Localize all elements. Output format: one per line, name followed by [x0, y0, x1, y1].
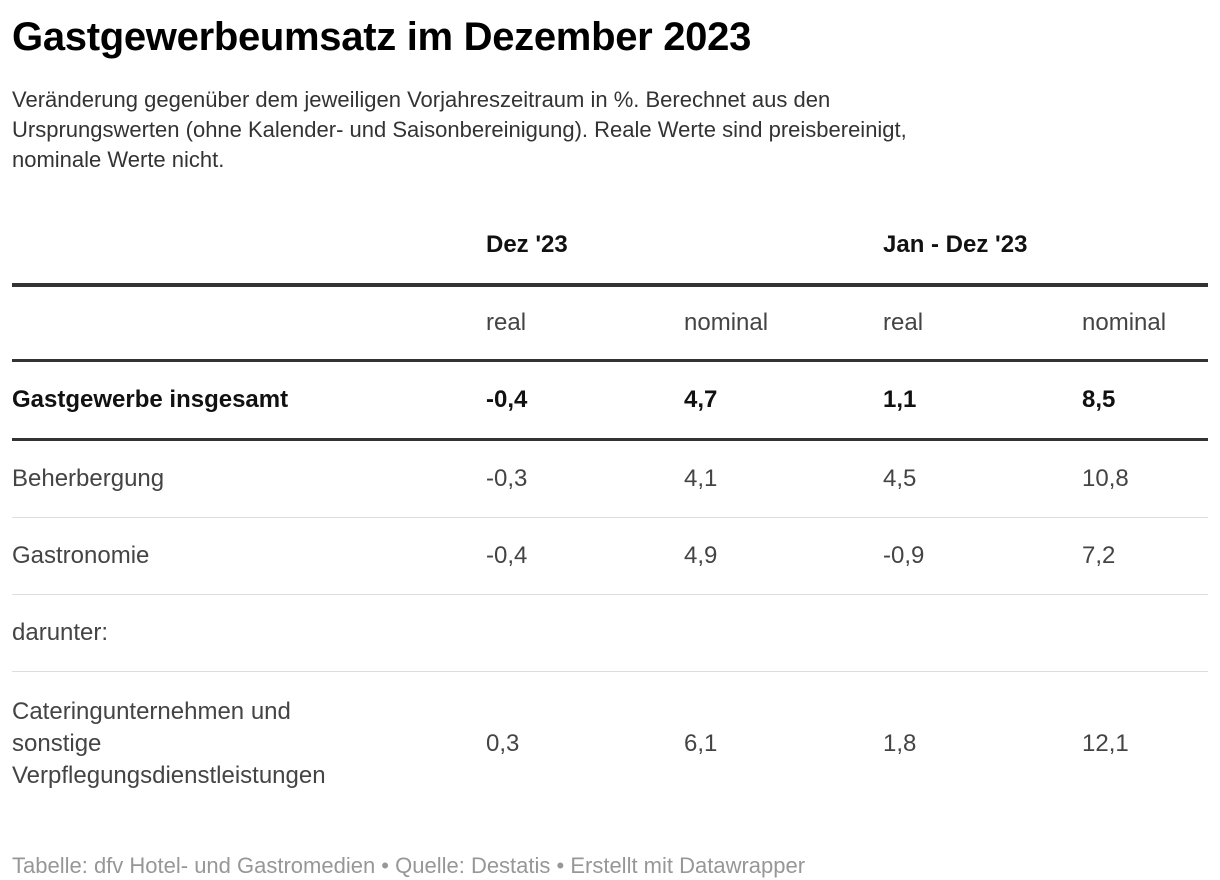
cell-value: -0,4: [486, 360, 684, 441]
cell-value: 1,8: [883, 730, 917, 757]
cell-value: 6,1: [684, 730, 718, 757]
column-group-dez23: Dez '23: [486, 217, 883, 287]
cell-value: 4,9: [684, 517, 883, 595]
row-label: Gastgewerbe insgesamt: [12, 360, 486, 441]
cell-empty: [883, 594, 1082, 672]
column-header-row: real nominal real nominal: [12, 285, 1208, 362]
column-header-nominal-dez: nominal: [684, 285, 883, 362]
data-table: Dez '23 Jan - Dez '23 real nominal real …: [12, 217, 1208, 816]
page-description: Veränderung gegenüber dem jeweiligen Vor…: [12, 85, 1208, 175]
cell-value: 4,5: [883, 439, 1082, 518]
row-label-text: Cateringunternehmen und sonstige Verpfle…: [12, 698, 326, 789]
table-row-beherbergung: Beherbergung -0,3 4,1 4,5 10,8: [12, 439, 1208, 518]
row-label: Cateringunternehmen und sonstige Verpfle…: [12, 672, 486, 817]
column-header-spacer: [12, 285, 486, 362]
column-header-real-dez: real: [486, 285, 684, 362]
cell-empty: [486, 594, 684, 672]
column-header-real-jandez: real: [883, 285, 1082, 362]
cell-value: -0,4: [486, 517, 684, 595]
cell-value: 8,5: [1082, 360, 1208, 441]
cell-value: 4,7: [684, 360, 883, 441]
column-group-jan-dez23: Jan - Dez '23: [883, 217, 1208, 287]
cell-value: 10,8: [1082, 439, 1208, 518]
attribution-footer: Tabelle: dfv Hotel- und Gastromedien • Q…: [12, 853, 806, 878]
page-title: Gastgewerbeumsatz im Dezember 2023: [12, 15, 752, 59]
row-label: Gastronomie: [12, 517, 486, 595]
description-line-1: Veränderung gegenüber dem jeweiligen Vor…: [12, 87, 831, 112]
table-row-gastgewerbe-insgesamt: Gastgewerbe insgesamt -0,4 4,7 1,1 8,5: [12, 360, 1208, 441]
cell-value: 4,1: [684, 439, 883, 518]
description-line-2: Ursprungswerten (ohne Kalender- und Sais…: [12, 117, 907, 142]
cell-value: -0,9: [883, 517, 1082, 595]
column-header-nominal-jandez: nominal: [1082, 285, 1208, 362]
table-row-catering: Cateringunternehmen und sonstige Verpfle…: [12, 672, 1208, 817]
cell-value: 1,1: [883, 360, 1082, 441]
cell-empty: [1082, 594, 1208, 672]
cell-empty: [684, 594, 883, 672]
cell-value: 7,2: [1082, 517, 1208, 595]
column-group-spacer: [12, 217, 486, 287]
column-group-row: Dez '23 Jan - Dez '23: [12, 217, 1208, 287]
row-label: Beherbergung: [12, 439, 486, 518]
table-row-gastronomie: Gastronomie -0,4 4,9 -0,9 7,2: [12, 517, 1208, 595]
cell-value: 0,3: [486, 730, 520, 757]
cell-value: 12,1: [1082, 730, 1129, 757]
section-label: darunter:: [12, 594, 486, 672]
description-line-3: nominale Werte nicht.: [12, 147, 225, 172]
cell-value: -0,3: [486, 439, 684, 518]
table-row-darunter: darunter:: [12, 594, 1208, 672]
